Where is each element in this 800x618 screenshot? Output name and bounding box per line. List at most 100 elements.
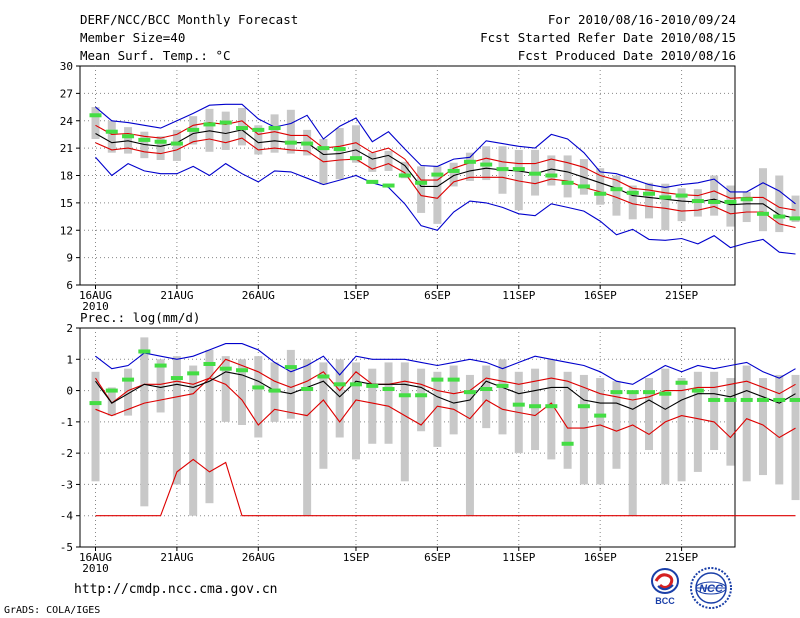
prec-box: [156, 359, 165, 413]
temp-observed-mark: [512, 167, 525, 172]
prec-box: [91, 371, 100, 482]
temp-observed-mark: [529, 171, 542, 176]
prec-box: [172, 356, 181, 485]
prec-box: [303, 359, 312, 516]
prec-box: [563, 371, 572, 469]
temp-observed-mark: [89, 113, 102, 118]
prec-box: [107, 387, 116, 416]
prec-observed-mark: [561, 441, 574, 446]
prec-observed-mark: [415, 393, 428, 398]
temp-observed-mark: [756, 211, 769, 216]
prec-observed-mark: [724, 397, 737, 402]
temp-observed-mark: [301, 141, 314, 146]
member-size-label: Member Size=40: [80, 30, 186, 45]
temp-observed-mark: [187, 127, 200, 132]
prec-xtick-label: 16SEP: [584, 551, 617, 564]
prec-observed-mark: [333, 382, 346, 387]
temp-observed-mark: [431, 172, 444, 177]
prec-min_spike-line: [95, 458, 796, 517]
fcst-started-date: Fcst Started Refer Date 2010/08/15: [480, 30, 736, 45]
prec-box: [286, 349, 295, 419]
prec-xtick-label: 21AUG: [160, 551, 193, 564]
temp-observed-mark: [480, 162, 493, 167]
ytick-prec-label: -2: [60, 447, 73, 460]
temp-observed-mark: [138, 137, 151, 142]
temp-observed-mark: [496, 167, 509, 172]
prec-box: [661, 368, 670, 485]
prec-observed-mark: [675, 380, 688, 385]
temp-observed-mark: [252, 127, 265, 132]
prec-observed-mark: [122, 377, 135, 382]
prec-box: [384, 362, 393, 444]
temp-observed-mark: [708, 199, 721, 204]
temp-year-label: 2010: [82, 300, 109, 313]
temp-observed-mark: [610, 187, 623, 192]
temp-min-line: [95, 156, 796, 255]
prec-observed-mark: [366, 383, 379, 388]
prec-observed-mark: [708, 397, 721, 402]
temp-box: [563, 155, 572, 198]
prec-observed-mark: [219, 366, 232, 371]
temp-observed-mark: [284, 140, 297, 145]
prec-box: [612, 381, 621, 469]
temp-box: [400, 161, 409, 179]
temp-observed-mark: [675, 193, 688, 198]
prec-box: [319, 362, 328, 469]
temp-mean-line: [95, 129, 796, 219]
prec-observed-mark: [626, 390, 639, 395]
prec-observed-mark: [89, 401, 102, 406]
ytick-prec-label: 1: [66, 353, 73, 366]
ytick-temp-label: 21: [60, 142, 73, 155]
source-url[interactable]: http://cmdp.ncc.cma.gov.cn: [74, 582, 278, 597]
prec-box: [547, 359, 556, 460]
temp-box: [742, 191, 751, 223]
temp-observed-mark: [398, 173, 411, 178]
temp-box: [758, 168, 767, 232]
prec-observed-mark: [284, 365, 297, 370]
ncc-logo-text: NCC: [699, 583, 724, 595]
temp-observed-mark: [789, 216, 800, 221]
temp-observed-mark: [366, 179, 379, 184]
ytick-temp-label: 24: [60, 115, 74, 128]
chart-title: DERF/NCC/BCC Monthly Forecast: [80, 12, 299, 27]
prec-box: [400, 362, 409, 482]
prec-xtick-label: 11SEP: [502, 551, 535, 564]
ytick-temp-label: 12: [60, 224, 73, 237]
fcst-produced-date: Fcst Produced Date 2010/08/16: [517, 48, 736, 63]
prec-xtick-label: 26AUG: [242, 551, 275, 564]
temp-box: [384, 150, 393, 171]
prec-box: [449, 365, 458, 435]
temp-upper-line: [95, 120, 796, 211]
temp-lower-line: [95, 137, 796, 229]
prec-observed-mark: [659, 391, 672, 396]
temp-box: [433, 166, 442, 224]
prec-observed-mark: [512, 402, 525, 407]
temp-box: [775, 175, 784, 233]
temp-observed-mark: [203, 122, 216, 127]
prec-box: [726, 378, 735, 466]
temp-observed-mark: [545, 173, 558, 178]
prec-observed-mark: [610, 390, 623, 395]
temp-box: [547, 155, 556, 186]
ytick-prec-label: 0: [66, 385, 73, 398]
prec-box: [189, 365, 198, 516]
prec-observed-mark: [789, 397, 800, 402]
prec-box: [531, 368, 540, 451]
temp-xtick-label: 16SEP: [584, 289, 617, 302]
ytick-temp-label: 27: [60, 87, 73, 100]
ytick-temp-label: 9: [66, 252, 73, 265]
temp-box: [726, 185, 735, 227]
prec-frame: [79, 327, 736, 548]
prec-upper-line: [95, 358, 796, 404]
temp-observed-mark: [154, 139, 167, 144]
temp-box: [91, 107, 100, 139]
temp-xtick-label: 21SEP: [665, 289, 698, 302]
prec-observed-mark: [317, 374, 330, 379]
temp-box: [286, 109, 295, 154]
prec-observed-mark: [236, 368, 249, 373]
temp-observed-mark: [594, 191, 607, 196]
prec-observed-mark: [154, 363, 167, 368]
ytick-prec-label: -3: [60, 478, 73, 491]
prec-box: [579, 374, 588, 485]
temp-observed-mark: [333, 147, 346, 152]
